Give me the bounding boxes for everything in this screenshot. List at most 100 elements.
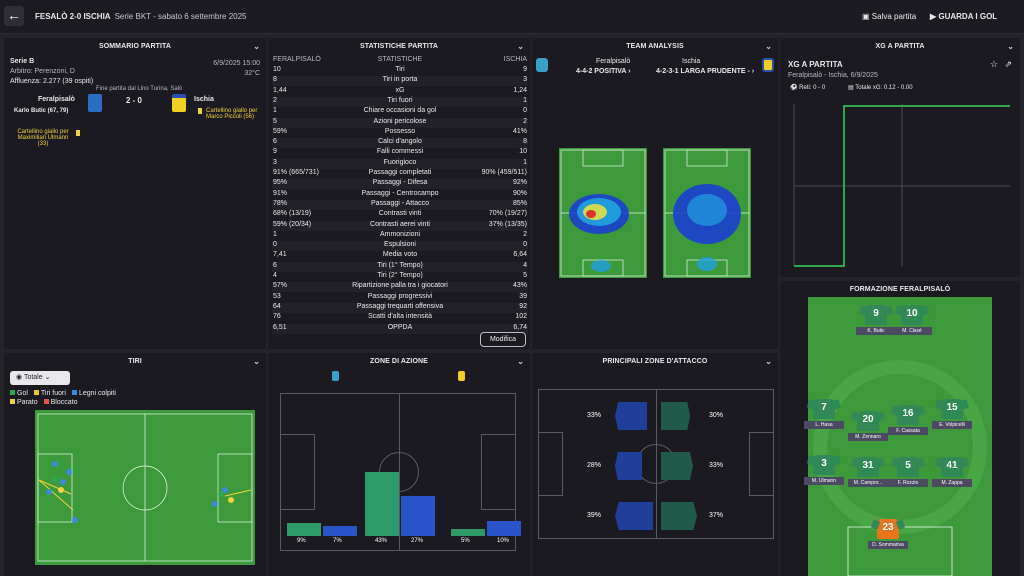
top-bar: ← FESALÒ 2-0 ISCHIA Serie BKT - sabato 6 …	[0, 0, 1024, 34]
stats-panel: STATISTICHE PARTITA ⌄ FERALPISALÒ STATISTI…	[268, 38, 530, 349]
player-shirt[interactable]: 23	[877, 519, 899, 539]
chevron-down-icon[interactable]: ⌄	[253, 42, 260, 51]
zones-pitch: 9% 7% 43% 27% 5% 10%	[280, 393, 521, 551]
xg-subtitle: Feralpisalò - Ischia, 6/9/2025	[788, 72, 878, 79]
stat-row: 4 Tiri (2° Tempo) 5	[273, 272, 527, 279]
zone-bar	[401, 495, 435, 536]
stat-row: 8 Tiri in porta 3	[272, 76, 528, 87]
goals-summary: ⚽ Reti: 0 - 0	[790, 85, 826, 91]
home-heatmap	[559, 148, 647, 278]
player-shirt[interactable]: 16	[897, 405, 919, 425]
legend-item: Bloccato	[43, 399, 77, 406]
referee: Arbitro: Perenzoni, D	[10, 68, 75, 75]
home-card-event: Cartellino giallo per Maximilian Ulmann …	[17, 129, 69, 147]
zone-label: 10%	[497, 538, 510, 544]
away-heatmap	[663, 148, 751, 278]
home-attack-zone	[615, 402, 648, 430]
player-name: F. Cassata	[888, 427, 928, 435]
away-formation-link[interactable]: 4-2-3-1 LARGA PRUDENTE - ›	[656, 68, 755, 75]
stat-row: 95% Passaggi - Difesa 92%	[272, 179, 528, 190]
watch-goals-button[interactable]: ▶ GUARDA I GOL	[930, 12, 998, 21]
stat-row: 2 Tiri fuori 1	[272, 96, 528, 107]
stat-row: 76 Scatti d'alta intensità 102	[273, 313, 527, 321]
formation-panel: FORMAZIONE FERALPISALÒ 9 K. Butic 10 M. Cis…	[780, 281, 1020, 576]
home-crest-icon	[332, 371, 339, 381]
player-shirt[interactable]: 7	[813, 399, 835, 419]
player-shirt[interactable]: 3	[813, 455, 835, 475]
chevron-down-icon[interactable]: ⌄	[1007, 42, 1014, 51]
shots-filter-dropdown[interactable]: ◉ Totale ⌄	[10, 371, 70, 385]
player-number: 23	[882, 522, 894, 533]
attack-zones-panel: PRINCIPALI ZONE D'ATTACCO ⌄ 33% 28% 39% 30% 3…	[532, 353, 778, 576]
player-shirt[interactable]: 15	[941, 399, 963, 419]
stat-row: 1 Chiare occasioni da gol 0	[273, 107, 527, 115]
xg-header: XG A PARTITA ⌄	[780, 38, 1020, 56]
away-crest-icon	[458, 371, 465, 381]
attack-pitch: 33% 28% 39% 30% 33% 37%	[538, 389, 774, 539]
player-number: 3	[821, 458, 827, 469]
player-shirt[interactable]: 10	[901, 305, 923, 325]
save-match-button[interactable]: ▣ Salva partita	[862, 12, 917, 21]
away-attack-pct: 37%	[709, 512, 724, 519]
stat-row: 5 Azioni pericolose 2	[272, 117, 528, 128]
legend-item: Parato	[10, 399, 38, 406]
attendance: Affluenza: 2.277 (39 ospiti)	[10, 78, 94, 85]
player-number: 20	[862, 414, 874, 425]
player-number: 15	[946, 402, 958, 413]
stat-row: 10 Tiri 9	[273, 66, 527, 73]
shots-legend: Gol Tiri fuori Legni colpiti Parato Bloccato	[10, 388, 130, 406]
home-formation-link[interactable]: 4-4-2 POSITIVA ›	[576, 68, 631, 75]
player-name: M. Campor...	[848, 479, 888, 487]
player-shirt[interactable]: 9	[865, 305, 887, 325]
player-shirt[interactable]: 5	[897, 457, 919, 477]
player-shirt[interactable]: 20	[857, 411, 879, 431]
stat-row: 6 Calci d'angolo 8	[272, 138, 528, 149]
zone-bar	[365, 472, 399, 536]
zone-bar	[487, 521, 521, 536]
player-number: 7	[821, 402, 827, 413]
stat-row: 59% (20/34) Contrasti aerei vinti 37% (13/…	[272, 220, 528, 231]
home-attack-zone	[615, 452, 643, 480]
summary-panel: SOMMARIO PARTITA ⌄ Serie B 6/9/2025 15:00…	[4, 38, 266, 349]
stat-row: 1,44 xG 1,24	[273, 86, 527, 94]
stats-column-header: FERALPISALÒ STATISTICHE ISCHIA	[273, 56, 527, 63]
stat-row: 64 Passaggi trequarti offensiva 92	[272, 302, 528, 313]
stat-row: 6 Tiri (1° Tempo) 4	[272, 261, 528, 272]
player-shirt[interactable]: 41	[941, 457, 963, 477]
player-name: M. Zennaro	[848, 433, 888, 441]
stat-row: 91% Passaggi - Centrocampo 90%	[273, 189, 527, 197]
temperature: 32°C	[244, 70, 260, 77]
home-attack-zone	[615, 502, 653, 530]
player-number: 16	[902, 408, 914, 419]
xg-title: XG A PARTITA	[788, 60, 843, 69]
home-crest-icon	[536, 58, 548, 72]
share-icon[interactable]: ⇗	[1004, 59, 1012, 69]
play-icon: ▶	[930, 12, 939, 21]
zone-label: 27%	[411, 538, 424, 544]
chevron-down-icon[interactable]: ⌄	[517, 357, 524, 366]
stat-row: 91% (665/731) Passaggi completati 90% (459…	[273, 169, 527, 176]
home-attack-pct: 33%	[587, 412, 602, 419]
yellow-card-icon	[76, 130, 80, 136]
stat-row: 78% Passaggi - Attacco 85%	[272, 199, 528, 210]
chevron-down-icon[interactable]: ⌄	[765, 357, 772, 366]
away-team: Ischia	[682, 58, 701, 65]
zone-label: 9%	[297, 538, 306, 544]
eye-icon: ◉	[16, 374, 24, 381]
modify-button[interactable]: Modifica	[480, 332, 526, 347]
attack-zones-header: PRINCIPALI ZONE D'ATTACCO ⌄	[532, 353, 778, 371]
back-button[interactable]: ←	[4, 6, 24, 26]
chevron-down-icon[interactable]: ⌄	[765, 42, 772, 51]
player-shirt[interactable]: 31	[857, 457, 879, 477]
chevron-down-icon[interactable]: ⌄	[253, 357, 260, 366]
chevron-down-icon[interactable]: ⌄	[517, 42, 524, 51]
team-analysis-panel: TEAM ANALYSIS ⌄ Feralpisalò 4-4-2 POSITIV…	[532, 38, 778, 349]
summary-header: SOMMARIO PARTITA ⌄	[4, 38, 266, 56]
home-attack-pct: 28%	[587, 462, 602, 469]
action-zones-panel: ZONE DI AZIONE ⌄ 9% 7% 43% 27% 5% 10%	[268, 353, 530, 576]
star-icon[interactable]: ☆	[989, 59, 998, 69]
stat-row: 1 Ammonizioni 2	[273, 230, 527, 238]
player-name: M. Ulmann	[804, 477, 844, 485]
stat-row: 3 Fuorigioco 1	[272, 158, 528, 169]
player-name: D. Sommariva	[868, 541, 908, 549]
